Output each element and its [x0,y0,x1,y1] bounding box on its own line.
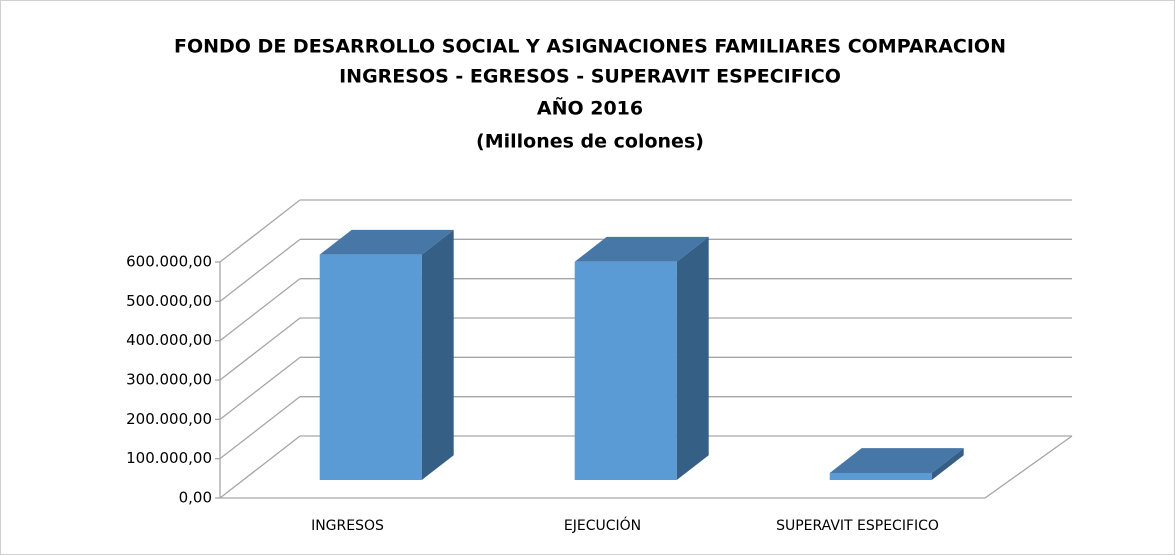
y-tick-label: 300.000,00 [126,371,212,389]
x-tick-label: EJECUCIÓN [564,516,641,534]
y-tick-label: 600.000,00 [126,253,212,271]
x-tick-label: SUPERAVIT ESPECIFICO [776,518,939,534]
y-tick-label: 0,00 [179,489,212,507]
grid-line [219,317,301,381]
bar-top [574,236,709,262]
chart-title: INGRESOS - EGRESOS - SUPERAVIT ESPECIFIC… [339,66,841,88]
bar-top [319,229,454,255]
y-tick-label: 200.000,00 [126,410,212,428]
bar-side [931,448,964,481]
bar-side [421,229,454,481]
x-tick-label: INGRESOS [311,518,384,534]
bar [319,254,422,481]
grid-line [219,278,301,342]
bar-side [676,236,709,481]
y-tick-label: 500.000,00 [126,292,212,310]
chart-title: AÑO 2016 [537,96,643,120]
grid-line [219,199,301,263]
bar [829,472,932,481]
bar-top [829,448,964,473]
y-tick-label: 100.000,00 [126,449,212,467]
grid-line [219,435,301,499]
grid-line [219,356,301,420]
floor-edge [220,435,1073,499]
chart-title: (Millones de colones) [476,131,704,153]
chart-title: FONDO DE DESARROLLO SOCIAL Y ASIGNACIONE… [174,36,1006,58]
grid-line [219,238,301,302]
y-tick-label: 400.000,00 [126,331,212,349]
grid-line [219,396,301,460]
bar [574,261,677,481]
